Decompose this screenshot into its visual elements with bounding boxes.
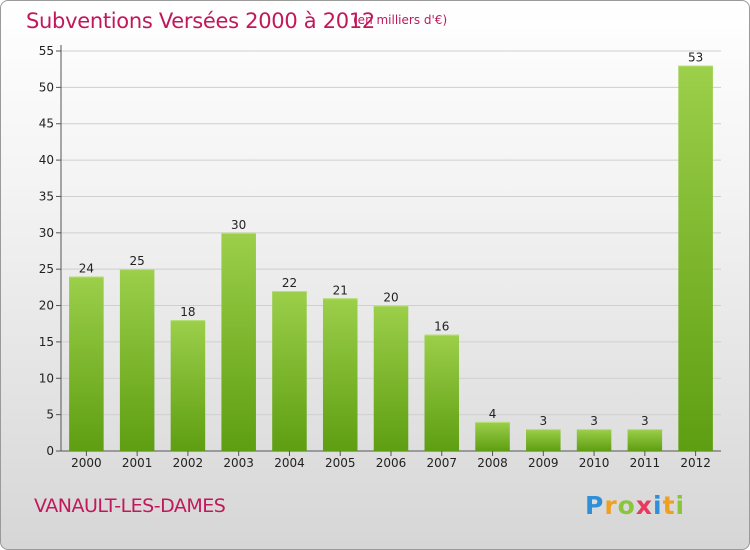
data-label: 3 bbox=[590, 414, 598, 428]
bar bbox=[170, 320, 206, 451]
bar bbox=[424, 334, 460, 451]
bar bbox=[526, 429, 561, 451]
y-tick-label: 55 bbox=[39, 44, 54, 58]
data-label: 21 bbox=[333, 283, 348, 297]
x-tick-label: 2004 bbox=[274, 456, 305, 470]
town-name: VANAULT-LES-DAMES bbox=[34, 495, 226, 517]
data-label: 22 bbox=[282, 276, 297, 290]
x-tick-label: 2010 bbox=[579, 456, 610, 470]
bar bbox=[69, 276, 104, 451]
logo-letter: r bbox=[604, 491, 618, 520]
data-label: 24 bbox=[79, 261, 94, 275]
x-tick-label: 2008 bbox=[477, 456, 508, 470]
bar bbox=[221, 232, 256, 451]
logo-letter: o bbox=[617, 491, 636, 520]
y-tick-label: 0 bbox=[46, 444, 54, 458]
data-label: 16 bbox=[434, 320, 449, 334]
bar bbox=[373, 305, 409, 451]
y-tick-label: 10 bbox=[39, 371, 54, 385]
bar bbox=[119, 269, 155, 451]
bar bbox=[272, 291, 307, 451]
bar bbox=[678, 65, 713, 451]
data-label: 20 bbox=[383, 291, 398, 305]
logo-letter: t bbox=[662, 491, 676, 520]
x-tick-label: 2011 bbox=[630, 456, 661, 470]
logo-letter: x bbox=[635, 491, 653, 520]
x-tick-label: 2007 bbox=[426, 456, 457, 470]
chart-subtitle: (en milliers d'€) bbox=[353, 13, 448, 27]
y-tick-label: 45 bbox=[39, 117, 54, 131]
y-tick-label: 35 bbox=[39, 189, 54, 203]
y-tick-label: 40 bbox=[39, 153, 54, 167]
logo-letter: i bbox=[675, 491, 686, 520]
data-label: 3 bbox=[539, 414, 547, 428]
y-tick-label: 5 bbox=[46, 408, 54, 422]
bar bbox=[475, 421, 510, 451]
data-label: 53 bbox=[688, 51, 703, 65]
proxiti-logo: Proxiti bbox=[585, 491, 685, 520]
x-tick-label: 2006 bbox=[376, 456, 407, 470]
data-label: 30 bbox=[231, 218, 246, 232]
data-label: 3 bbox=[641, 414, 649, 428]
x-tick-label: 2003 bbox=[223, 456, 254, 470]
x-tick-label: 2012 bbox=[680, 456, 711, 470]
y-tick-label: 20 bbox=[39, 299, 54, 313]
y-tick-label: 50 bbox=[39, 80, 54, 94]
bar bbox=[576, 429, 612, 451]
data-label: 18 bbox=[180, 305, 195, 319]
x-tick-label: 2009 bbox=[528, 456, 559, 470]
y-tick-label: 30 bbox=[39, 226, 54, 240]
data-label: 4 bbox=[489, 407, 497, 421]
x-tick-label: 2002 bbox=[173, 456, 204, 470]
y-tick-label: 15 bbox=[39, 335, 54, 349]
logo-letter: P bbox=[585, 491, 605, 520]
data-label: 25 bbox=[130, 254, 145, 268]
x-tick-label: 2000 bbox=[71, 456, 102, 470]
x-tick-label: 2005 bbox=[325, 456, 356, 470]
y-tick-label: 25 bbox=[39, 262, 54, 276]
bar bbox=[627, 429, 663, 451]
logo-letter: i bbox=[653, 491, 663, 520]
x-tick-label: 2001 bbox=[122, 456, 153, 470]
bar bbox=[322, 298, 358, 451]
chart-title: Subventions Versées 2000 à 2012 bbox=[26, 9, 375, 33]
